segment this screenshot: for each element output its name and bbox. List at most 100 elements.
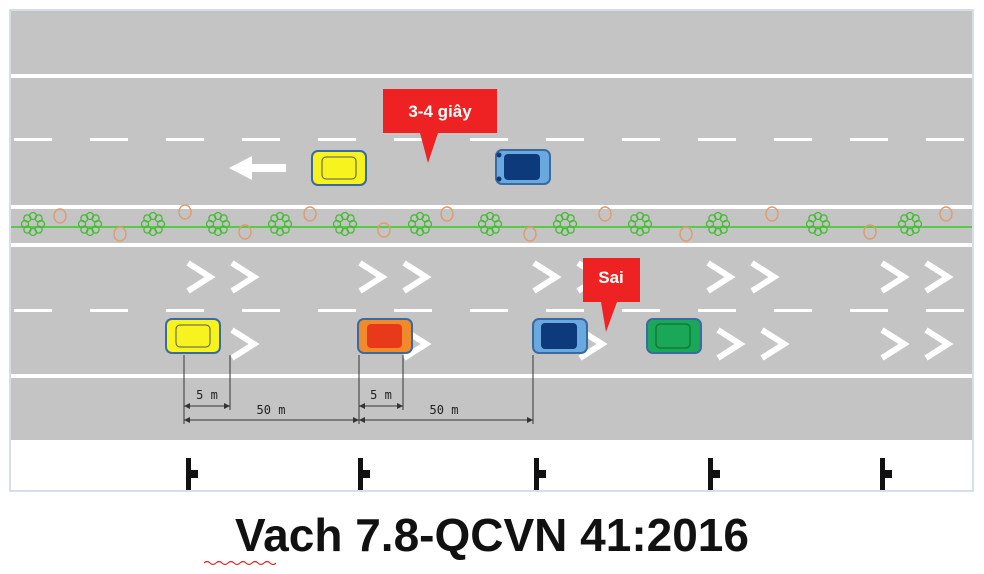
- lane-dash: [698, 138, 736, 141]
- car-blue-upper: [495, 149, 551, 185]
- chevron-right-icon: [230, 260, 260, 294]
- chevron-right-icon: [924, 260, 954, 294]
- lane-dash: [470, 138, 508, 141]
- lane-dash: [622, 138, 660, 141]
- roadside-posts: [186, 458, 892, 490]
- dimension-label-5m-2: 5 m: [370, 388, 392, 402]
- road-surface: [11, 11, 972, 440]
- lane-dash: [546, 309, 584, 312]
- circle-marker: [679, 226, 693, 242]
- diagram-caption: Vach 7.8-QCVN 41:2016: [0, 500, 984, 570]
- left-arrow-icon: [229, 156, 286, 180]
- lane-dash: [14, 309, 52, 312]
- circle-marker: [377, 222, 391, 238]
- circle-marker: [440, 206, 454, 222]
- callout-time-gap: 3-4 giây: [383, 89, 497, 163]
- shrub-icon: [332, 211, 358, 237]
- lane-dash: [90, 138, 128, 141]
- median-edge-line-upper: [11, 205, 972, 209]
- chevron-right-icon: [186, 260, 216, 294]
- circle-marker: [53, 208, 67, 224]
- lane-dash: [774, 138, 812, 141]
- road-post-icon: [186, 458, 198, 490]
- chevron-right-icon: [402, 260, 432, 294]
- circle-marker: [765, 206, 779, 222]
- median-decorations: [20, 204, 953, 242]
- shrub-icon: [140, 211, 166, 237]
- road-diagram: 5 m 50 m 5 m 50 m 3-4 giây Sai: [9, 9, 974, 492]
- circle-marker: [303, 206, 317, 222]
- lane-dash: [546, 138, 584, 141]
- shrub-icon: [407, 211, 433, 237]
- road-post-icon: [534, 458, 546, 490]
- chevron-right-icon: [706, 260, 736, 294]
- chevron-markings: [186, 260, 954, 361]
- lane-dash: [166, 309, 204, 312]
- lane-dash: [926, 309, 964, 312]
- car-green-lower: [646, 318, 702, 354]
- lane-dash: [318, 138, 356, 141]
- car-blue-lower: [532, 318, 588, 354]
- shrub-icon: [805, 211, 831, 237]
- road-post-icon: [358, 458, 370, 490]
- circle-marker: [113, 226, 127, 242]
- edge-line-bottom: [11, 374, 972, 378]
- circle-marker: [238, 224, 252, 240]
- shrub-icon: [627, 211, 653, 237]
- callout-wrong-text: Sai: [598, 268, 624, 287]
- circle-marker: [939, 206, 953, 222]
- road-post-icon: [880, 458, 892, 490]
- circle-marker: [863, 224, 877, 240]
- shrub-icon: [705, 211, 731, 237]
- lane-dash: [850, 309, 888, 312]
- shrub-icon: [552, 211, 578, 237]
- lane-dash: [698, 309, 736, 312]
- lane-dash: [774, 309, 812, 312]
- dimension-label-50m-2: 50 m: [430, 403, 459, 417]
- lane-dash: [394, 138, 432, 141]
- edge-line-top: [11, 74, 972, 78]
- dashed-lane-line-upper: [14, 138, 964, 141]
- chevron-right-icon: [750, 260, 780, 294]
- circle-marker: [178, 204, 192, 220]
- callout-wrong: Sai: [583, 258, 640, 332]
- lane-dash: [318, 309, 356, 312]
- circle-marker: [598, 206, 612, 222]
- median-edge-line-lower: [11, 243, 972, 247]
- chevron-right-icon: [358, 260, 388, 294]
- lane-dash: [926, 138, 964, 141]
- callout-time-gap-text: 3-4 giây: [408, 102, 472, 121]
- lane-dash: [242, 309, 280, 312]
- dashed-lane-line-lower: [14, 309, 964, 312]
- shrub-icon: [20, 211, 46, 237]
- chevron-right-icon: [880, 260, 910, 294]
- dimension-label-5m-1: 5 m: [196, 388, 218, 402]
- shrub-icon: [77, 211, 103, 237]
- lane-dash: [622, 309, 660, 312]
- lane-dash: [14, 138, 52, 141]
- chevron-right-icon: [716, 327, 746, 361]
- lane-dash: [394, 309, 432, 312]
- lane-dash: [90, 309, 128, 312]
- lane-dash: [850, 138, 888, 141]
- chevron-right-icon: [880, 327, 910, 361]
- caption-text: Vach 7.8-QCVN 41:2016: [235, 509, 749, 561]
- lane-dash: [470, 309, 508, 312]
- car-orange-lower: [357, 318, 413, 354]
- car-yellow-upper: [311, 150, 367, 186]
- car-yellow-lower: [165, 318, 221, 354]
- shrub-icon: [205, 211, 231, 237]
- shrub-icon: [477, 211, 503, 237]
- chevron-right-icon: [760, 327, 790, 361]
- dimension-arrowheads: [184, 403, 533, 423]
- shrub-icon: [267, 211, 293, 237]
- chevron-right-icon: [924, 327, 954, 361]
- lane-dash: [242, 138, 280, 141]
- dimension-label-50m-1: 50 m: [257, 403, 286, 417]
- spellcheck-underline: [204, 560, 276, 566]
- chevron-right-icon: [532, 260, 562, 294]
- shrub-icon: [897, 211, 923, 237]
- chevron-right-icon: [230, 327, 260, 361]
- road-post-icon: [708, 458, 720, 490]
- circle-marker: [523, 226, 537, 242]
